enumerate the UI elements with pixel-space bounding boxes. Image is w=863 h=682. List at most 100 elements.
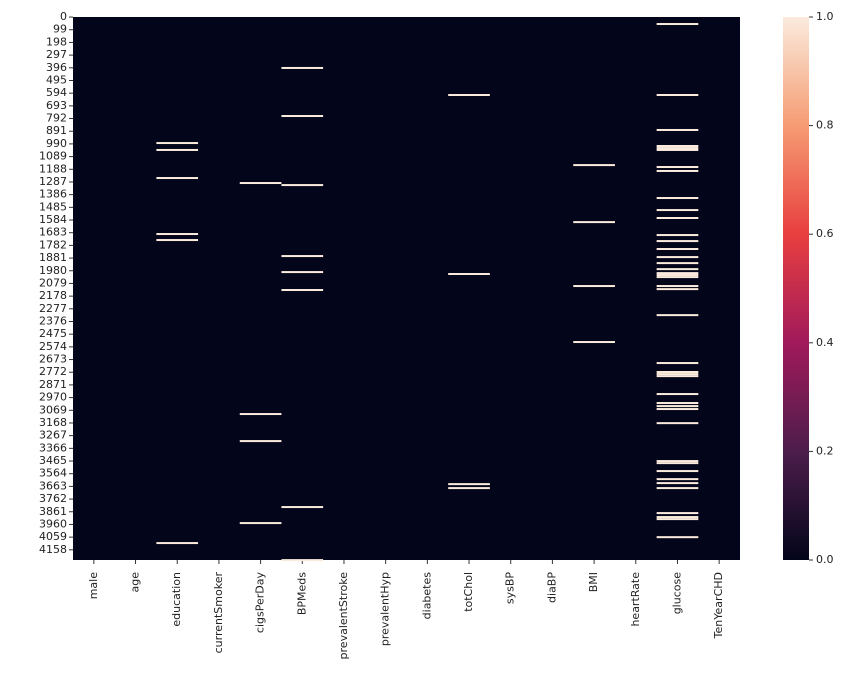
y-tick-label: 1980 <box>39 264 67 277</box>
missing-cell <box>656 422 699 425</box>
y-tick-label: 1089 <box>39 150 67 163</box>
y-tick-label: 297 <box>46 48 67 61</box>
missing-cell <box>656 362 699 365</box>
missing-cell <box>656 217 699 220</box>
x-tick-label: TenYearCHD <box>712 572 725 639</box>
missing-cell <box>656 393 699 396</box>
missing-cell <box>156 148 199 151</box>
missing-cell <box>573 221 615 224</box>
missing-cell <box>656 240 699 243</box>
missing-cell <box>281 506 324 509</box>
colorbar-tick-label: 0.0 <box>816 553 834 566</box>
missing-cell <box>656 371 699 374</box>
missing-cell <box>656 197 699 200</box>
missing-cell <box>656 23 699 26</box>
missing-cell <box>573 285 615 288</box>
missing-cell <box>656 470 699 473</box>
colorbar <box>783 17 809 560</box>
y-tick-label: 2475 <box>39 327 67 340</box>
y-tick-label: 891 <box>46 124 67 137</box>
x-tick-label: cigsPerDay <box>254 572 267 634</box>
missing-cell <box>656 373 699 376</box>
y-tick-label: 2277 <box>39 302 67 315</box>
missing-cell <box>656 402 699 405</box>
y-tick-label: 3366 <box>39 441 67 454</box>
missing-cell <box>281 184 324 187</box>
y-tick-label: 3564 <box>39 467 67 480</box>
y-tick-label: 2178 <box>39 289 67 302</box>
missing-cell <box>281 115 324 118</box>
missing-cell <box>448 487 490 490</box>
y-tick-label: 3168 <box>39 416 67 429</box>
missing-cell <box>656 256 699 259</box>
missing-cell <box>656 482 699 485</box>
missing-cell <box>656 169 699 172</box>
y-tick-label: 3465 <box>39 454 67 467</box>
y-tick-label: 0 <box>60 10 67 23</box>
y-tick-label: 3960 <box>39 517 67 530</box>
missing-cell <box>281 271 324 274</box>
y-tick-label: 198 <box>46 35 67 48</box>
missing-cell <box>281 289 324 292</box>
missing-cell <box>656 276 699 279</box>
missing-cell <box>156 177 199 180</box>
x-tick-label: age <box>129 572 142 593</box>
missing-cell <box>656 209 699 212</box>
y-tick-label: 4059 <box>39 530 67 543</box>
y-tick-label: 594 <box>46 86 67 99</box>
y-tick-label: 2079 <box>39 276 67 289</box>
missing-cell <box>656 94 699 97</box>
missing-cell <box>281 255 324 258</box>
x-tick-label: prevalentHyp <box>379 572 392 646</box>
y-tick-label: 1782 <box>39 238 67 251</box>
y-tick-label: 1287 <box>39 175 67 188</box>
missing-cell <box>656 248 699 251</box>
missing-cell <box>656 272 699 275</box>
missing-cell <box>239 440 282 443</box>
y-tick-label: 1584 <box>39 213 67 226</box>
y-tick-label: 1881 <box>39 251 67 264</box>
x-tick-label: education <box>170 572 183 627</box>
x-tick-label: BPMeds <box>295 572 308 615</box>
y-tick-label: 2376 <box>39 314 67 327</box>
x-tick-label: currentSmoker <box>212 572 225 654</box>
y-tick-label: 792 <box>46 112 67 125</box>
y-tick-label: 99 <box>53 23 67 36</box>
x-tick-label: totChol <box>462 572 475 612</box>
y-tick-label: 3861 <box>39 505 67 518</box>
missing-cell <box>656 512 699 515</box>
x-tick-label: diabetes <box>420 572 433 620</box>
missing-cell <box>156 239 199 242</box>
y-tick-label: 396 <box>46 61 67 74</box>
missing-cell <box>281 66 324 69</box>
y-tick-label: 4158 <box>39 543 67 556</box>
colorbar-tick-label: 0.6 <box>816 227 834 240</box>
missing-cell <box>156 542 199 545</box>
colorbar-tick-label: 0.4 <box>816 336 834 349</box>
y-tick-label: 1188 <box>39 162 67 175</box>
missing-cell <box>656 166 699 169</box>
missing-cell <box>448 94 490 97</box>
missing-cell <box>656 148 699 151</box>
missing-cell <box>156 142 199 145</box>
missing-cell <box>656 460 699 463</box>
missing-cell <box>656 487 699 490</box>
missing-cell <box>156 233 199 236</box>
missing-cell <box>656 405 699 408</box>
missing-cell <box>656 518 699 521</box>
missing-cell <box>656 234 699 237</box>
y-tick-label: 2673 <box>39 353 67 366</box>
missing-cell <box>656 128 699 131</box>
missing-cell <box>656 462 699 465</box>
y-tick-label: 495 <box>46 73 67 86</box>
missing-cell <box>239 182 282 185</box>
y-tick-label: 2871 <box>39 378 67 391</box>
x-tick-label: diaBP <box>545 572 558 603</box>
missing-cell <box>573 341 615 344</box>
y-tick-label: 3069 <box>39 403 67 416</box>
missing-cell <box>281 559 324 562</box>
missing-cell <box>656 147 699 150</box>
missing-cell <box>656 408 699 411</box>
x-tick-label: male <box>87 572 100 600</box>
